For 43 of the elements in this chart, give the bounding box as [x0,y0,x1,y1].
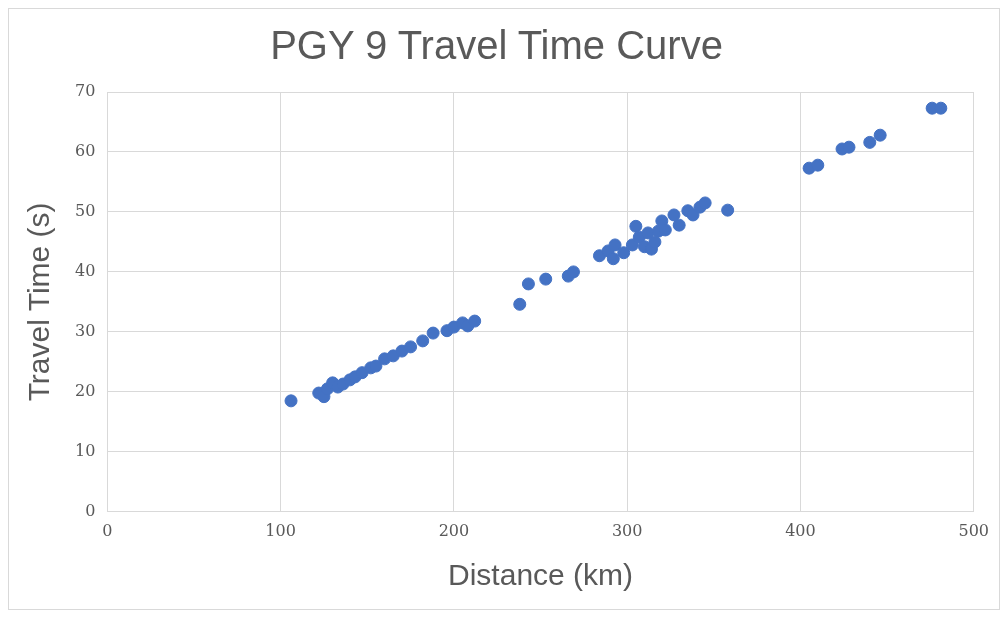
point [617,246,631,260]
x-tick-label: 400 [785,520,816,540]
point [629,219,643,233]
chart-title: PGY 9 Travel Time Curve [270,23,723,68]
x-axis-title: Distance (km) [448,558,634,592]
y-tick-label: 60 [75,141,96,161]
point [521,277,535,291]
point [672,218,686,232]
x-tick-label: 500 [958,520,989,540]
x-tick-label: 100 [265,520,296,540]
point [667,208,681,222]
point [608,238,622,252]
point [369,359,383,373]
point [606,252,620,266]
point [566,265,580,279]
point [934,101,948,115]
point [416,334,430,348]
x-tick-label: 200 [438,520,470,540]
point [426,326,440,340]
point [698,196,712,210]
point [863,135,877,149]
point [592,249,606,263]
point [648,235,662,249]
y-tick-label: 30 [75,321,96,341]
y-tick-label: 70 [75,81,96,101]
y-tick-label: 20 [75,381,96,401]
point [721,203,735,217]
y-tick-label: 50 [75,201,96,221]
point [513,297,527,311]
point [842,140,856,154]
point [284,394,298,408]
point [811,158,825,172]
y-tick-label: 0 [85,500,96,520]
point [686,208,700,222]
y-tick-label: 10 [75,440,96,460]
point [873,128,887,142]
x-tick-label: 0 [102,520,113,540]
y-axis-title: Travel Time (s) [22,202,56,402]
point [404,340,418,354]
point [468,314,482,328]
x-tick-label: 300 [611,520,643,540]
point [539,272,553,286]
y-tick-label: 40 [75,261,96,281]
